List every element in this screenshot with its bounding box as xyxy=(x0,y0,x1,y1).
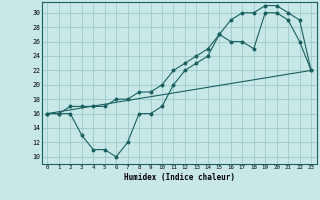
X-axis label: Humidex (Indice chaleur): Humidex (Indice chaleur) xyxy=(124,173,235,182)
